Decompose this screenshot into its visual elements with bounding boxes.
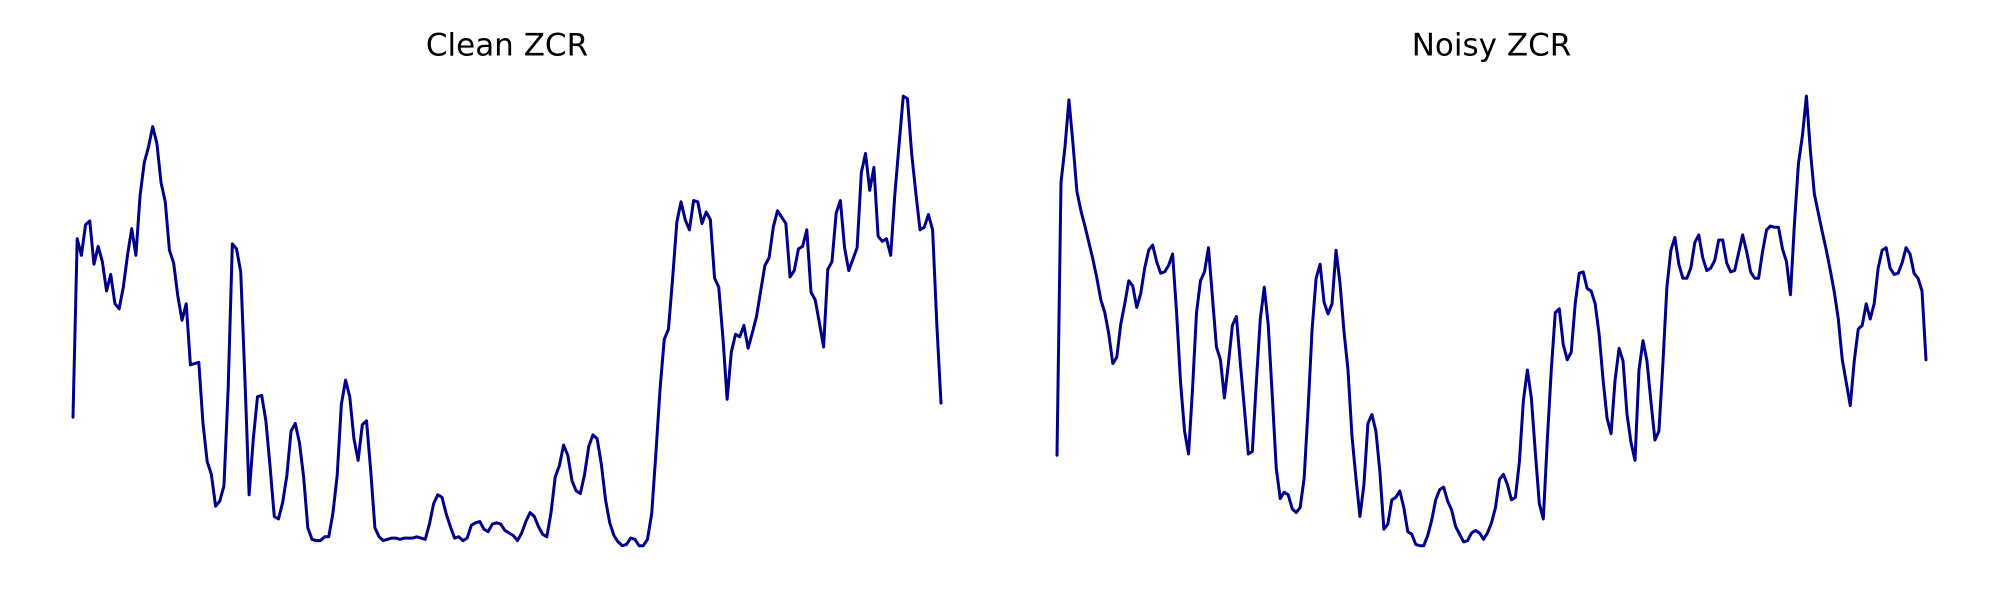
line bbox=[1055, 94, 1928, 548]
line bbox=[71, 94, 943, 548]
chart-title: Clean ZCR bbox=[426, 28, 588, 64]
chart-title: Noisy ZCR bbox=[1412, 28, 1572, 64]
